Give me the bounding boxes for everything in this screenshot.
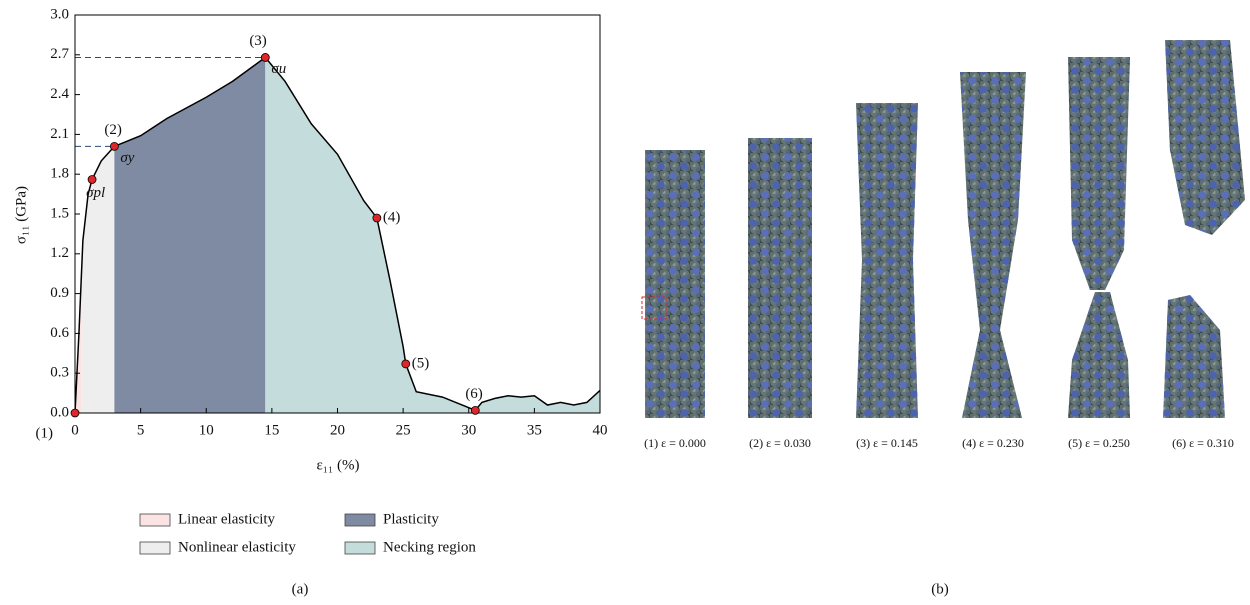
legend-label: Nonlinear elasticity [178, 539, 296, 555]
column [1163, 40, 1245, 418]
column [856, 103, 918, 418]
x-tick-label: 30 [461, 422, 476, 438]
column [645, 150, 705, 418]
x-tick-label: 0 [71, 422, 79, 438]
y-tick-label: 0.6 [50, 325, 69, 341]
legend-swatch [139, 541, 171, 555]
y-tick-label: 0.9 [50, 285, 69, 301]
legend-swatch [344, 513, 376, 527]
reference-label: σu [271, 61, 286, 77]
y-tick-label: 2.1 [50, 126, 69, 142]
x-tick-label: 10 [199, 422, 214, 438]
x-axis-label: ε₁₁ (%) [317, 457, 360, 473]
point [401, 359, 411, 369]
point-label: (6) [465, 386, 483, 402]
region [265, 57, 600, 413]
point [87, 175, 97, 184]
y-tick-label: 3.0 [50, 6, 69, 22]
y-tick-label: 2.4 [50, 86, 69, 102]
plot-area: 0 5 10 15 20 25 30 35 40 0.0 0.3 0.6 0.9 1.2 1.5 1.8 2.1… [36, 6, 608, 441]
snapshot-label: (6) ε = 0.310 [1172, 436, 1234, 450]
snapshot-label: (1) ε = 0.000 [644, 436, 706, 450]
y-tick-label: 1.5 [50, 205, 69, 221]
panel-label: (b) [931, 581, 949, 597]
legend-label: Plasticity [383, 511, 439, 527]
x-tick-label: 40 [593, 422, 608, 438]
column [960, 72, 1026, 418]
highlight-box [641, 296, 667, 320]
point [109, 141, 119, 151]
point-label: (1) [36, 425, 54, 441]
point [70, 408, 80, 418]
snapshot-label: (3) ε = 0.145 [856, 436, 918, 450]
y-tick-label: 0.0 [50, 404, 69, 420]
legend-swatch [344, 541, 376, 555]
x-tick-label: 20 [330, 422, 345, 438]
point-label: (4) [383, 209, 401, 225]
column [1068, 57, 1130, 418]
panel-label: (a) [292, 581, 309, 597]
point [470, 405, 480, 415]
point-label: (5) [412, 355, 430, 371]
x-tick-label: 5 [137, 422, 145, 438]
snapshot-label: (2) ε = 0.030 [749, 436, 811, 450]
snapshot-label: (4) ε = 0.230 [962, 436, 1024, 450]
y-tick-label: 1.8 [50, 166, 69, 182]
snapshot-label: (5) ε = 0.250 [1068, 436, 1130, 450]
point-label: σpl [86, 185, 105, 201]
regions [75, 57, 600, 413]
point [260, 53, 270, 62]
point [372, 213, 382, 223]
x-tick-label: 15 [264, 422, 279, 438]
y-tick-label: 0.3 [50, 365, 69, 381]
legend-swatch [139, 513, 171, 527]
point-label: (2) [104, 122, 122, 138]
reference-label: σy [120, 150, 134, 166]
point-label: (3) [249, 33, 267, 49]
x-tick-label: 25 [396, 422, 411, 438]
legend-label: Linear elasticity [178, 511, 276, 527]
column [748, 138, 812, 418]
snapshots [641, 40, 1245, 418]
legend-label: Necking region [383, 539, 476, 555]
y-tick-label: 1.2 [50, 245, 69, 261]
y-axis-label: σ₁₁ (GPa) [13, 186, 29, 244]
x-tick-label: 35 [527, 422, 542, 438]
y-tick-label: 2.7 [50, 46, 69, 62]
